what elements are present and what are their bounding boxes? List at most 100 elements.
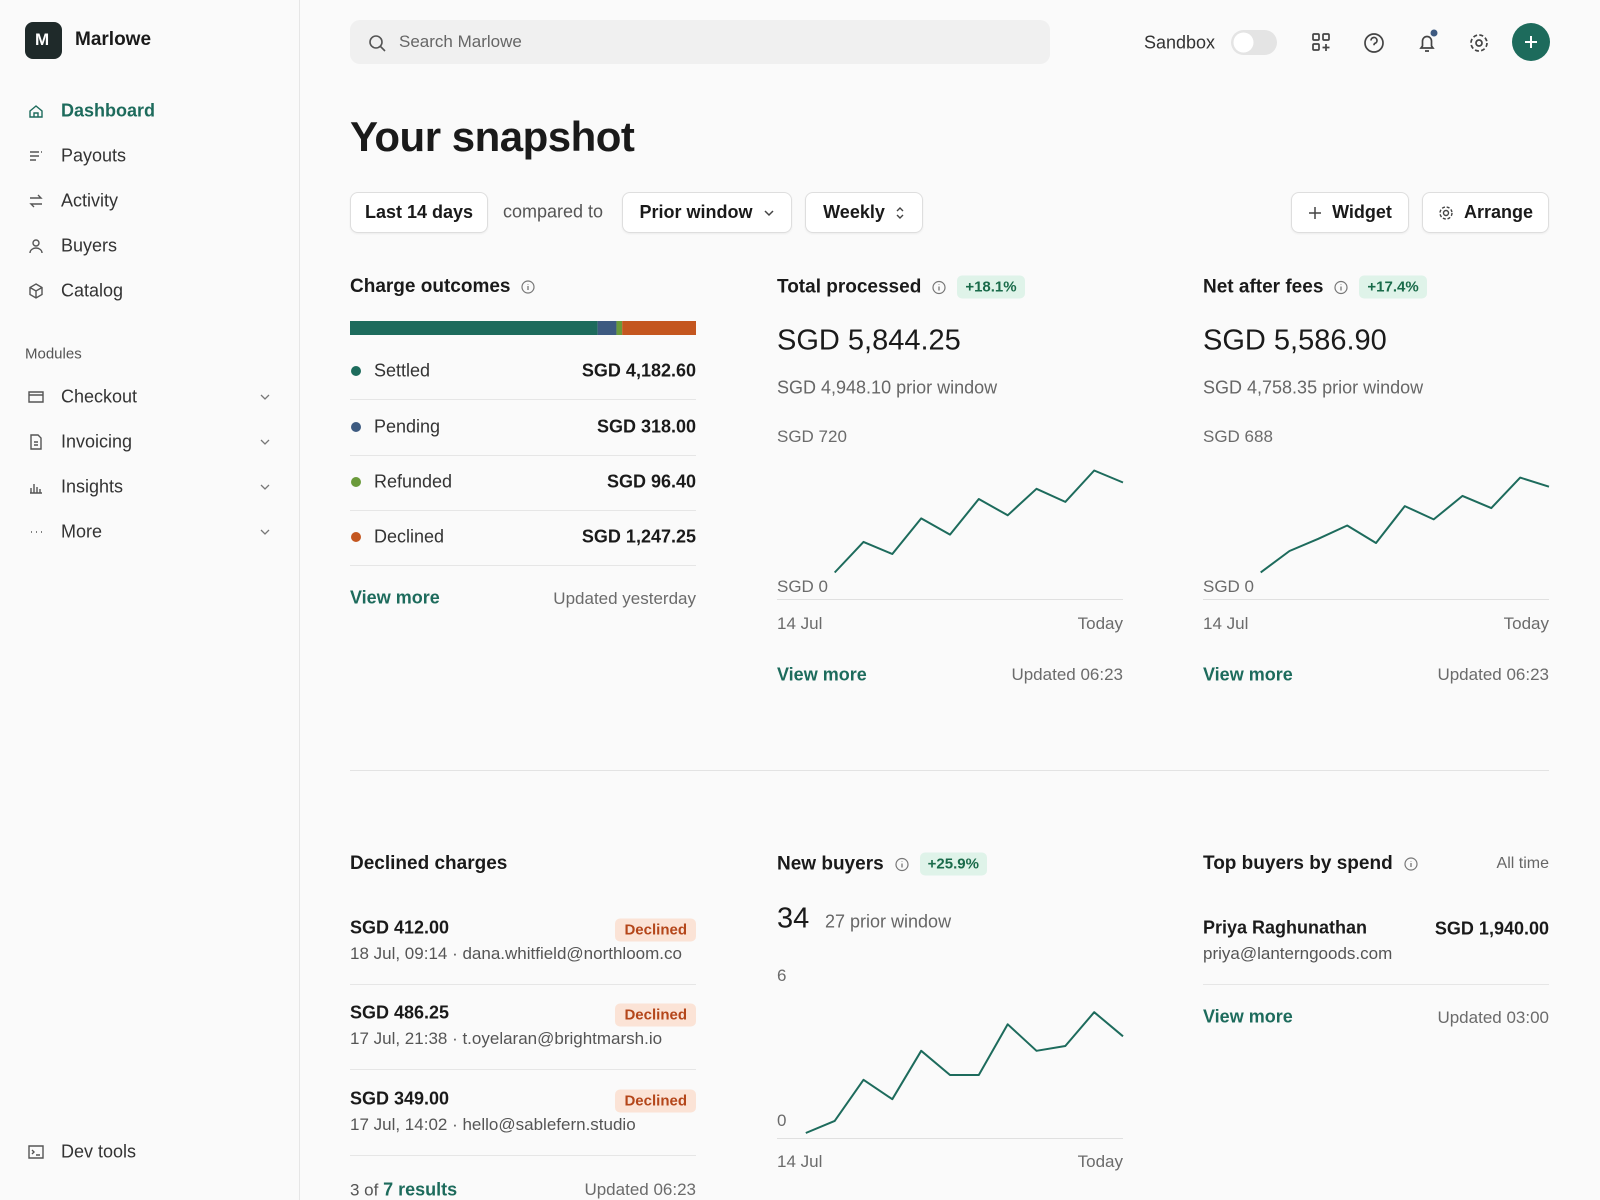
charge-amount[interactable]: SGD 412.00 — [350, 917, 450, 938]
widget-title: Top buyers by spend — [1203, 853, 1393, 874]
y-tick-label: SGD 0 — [777, 577, 829, 596]
outcome-segment — [622, 321, 696, 335]
widget-header: New buyers +25.9% — [777, 852, 987, 876]
change-badge: +17.4% — [1359, 275, 1427, 299]
x-axis-label: 14 Jul — [777, 1152, 823, 1171]
info-ring — [1404, 857, 1418, 871]
settings-icon[interactable] — [1475, 39, 1483, 47]
chevron — [260, 394, 270, 400]
search-icon — [369, 35, 383, 49]
metric-prior: SGD 4,758.35 prior window — [1203, 377, 1424, 398]
results-link[interactable]: 7 results — [383, 1179, 458, 1200]
legend-dot — [351, 532, 361, 542]
widget-title: New buyers — [777, 853, 884, 874]
sidebar-bg — [0, 0, 299, 1200]
nav-icon — [29, 194, 43, 208]
updated-label: Updated 03:00 — [1437, 1008, 1549, 1027]
widget-button[interactable]: Widget — [1291, 192, 1409, 233]
widget-header: Charge outcomes — [350, 276, 536, 298]
widget-title: Total processed — [777, 276, 922, 297]
chevron — [763, 209, 774, 216]
info-icon — [521, 280, 536, 294]
help-icon[interactable] — [1370, 36, 1378, 46]
arrange-button[interactable]: Arrange — [1422, 192, 1549, 233]
outcome-value: SGD 4,182.60 — [581, 360, 696, 381]
sparkline — [833, 469, 1124, 574]
devtools-item[interactable]: Dev tools — [61, 1141, 137, 1162]
metric-value: SGD 5,844.25 — [777, 324, 961, 357]
info-icon — [1404, 857, 1418, 871]
range-button[interactable]: Last 14 days — [350, 192, 488, 233]
y-tick-label: SGD 688 — [1203, 427, 1273, 446]
nav-icon — [29, 105, 43, 118]
module-item[interactable]: Insights — [61, 476, 124, 497]
charge-amount[interactable]: SGD 486.25 — [350, 1002, 450, 1023]
widget-label: Widget — [1332, 202, 1392, 222]
search-box[interactable] — [350, 20, 1050, 64]
x-axis-label: Today — [1077, 1152, 1123, 1171]
add-icon — [1525, 36, 1537, 48]
nav-item[interactable]: Buyers — [61, 235, 118, 256]
view-more-link[interactable]: View more — [350, 587, 440, 608]
outcome-name: Refunded — [374, 471, 453, 492]
y-tick-label: 0 — [777, 1111, 787, 1130]
nav-item[interactable]: Catalog — [61, 280, 124, 301]
outcome-segment — [616, 321, 623, 335]
charge-meta: 17 Jul, 14:02 · hello@sablefern.studio — [350, 1115, 636, 1134]
widget-header: Net after fees +17.4% — [1203, 275, 1427, 299]
charge-meta: 18 Jul, 09:14 · dana.whitfield@northloom… — [350, 944, 682, 963]
nav-icon — [29, 239, 43, 254]
info-icon — [1334, 280, 1348, 294]
comparison-button[interactable]: Prior window — [622, 192, 792, 233]
metric-prior: 27 prior window — [825, 911, 952, 932]
view-more-link[interactable]: View more — [1203, 1006, 1293, 1027]
help-icon[interactable] — [1364, 33, 1384, 53]
outcome-name: Settled — [374, 360, 431, 381]
metric-prior: SGD 4,948.10 prior window — [777, 377, 998, 398]
legend-dot — [351, 422, 361, 432]
module-icon — [30, 434, 42, 450]
nav-item[interactable]: Activity — [61, 190, 119, 211]
toolbar-icons — [1312, 33, 1488, 53]
nav-item[interactable]: Payouts — [61, 145, 127, 166]
view-more-link[interactable]: View more — [1203, 664, 1293, 685]
metric-value: SGD 5,586.90 — [1203, 324, 1387, 357]
results-footer: 3 of 7 results — [350, 1180, 457, 1200]
apps-icon[interactable] — [1322, 33, 1330, 41]
widget-title: Declined charges — [350, 853, 508, 874]
logo — [25, 22, 62, 59]
view-more-link[interactable]: View more — [777, 664, 867, 685]
x-axis-label: Today — [1503, 614, 1549, 633]
module-icon — [28, 391, 44, 403]
outcome-name: Declined — [374, 526, 445, 547]
bell-icon[interactable] — [1419, 35, 1435, 52]
interval-button[interactable]: Weekly — [805, 192, 923, 233]
search-placeholder[interactable]: Search Marlowe — [399, 32, 522, 51]
apps-icon[interactable] — [1312, 43, 1320, 51]
module-item[interactable]: Checkout — [61, 386, 138, 407]
module-item[interactable]: More — [61, 521, 103, 542]
page-title: Your snapshot — [350, 113, 635, 160]
module-item[interactable]: Invoicing — [61, 431, 133, 452]
settings-icon[interactable] — [1470, 34, 1488, 52]
charge-amount[interactable]: SGD 349.00 — [350, 1088, 450, 1109]
change-badge: +18.1% — [957, 275, 1025, 299]
x-axis-label: 14 Jul — [777, 614, 823, 633]
apps-icon[interactable] — [1322, 44, 1330, 51]
sandbox-label: Sandbox — [1144, 32, 1216, 53]
buyer-email: priya@lanterngoods.com — [1203, 944, 1393, 963]
outcome-segment — [350, 321, 598, 335]
logo-initial: M — [35, 30, 50, 49]
widget-header: Total processed +18.1% — [777, 275, 1025, 299]
apps-icon[interactable] — [1312, 33, 1320, 41]
info-icon — [895, 857, 909, 871]
interval-label: Weekly — [823, 202, 885, 222]
legend-dot — [351, 477, 361, 487]
change-badge: +25.9% — [919, 852, 987, 876]
charge-meta: 17 Jul, 21:38 · t.oyelaran@brightmarsh.i… — [350, 1029, 663, 1048]
nav-item[interactable]: Dashboard — [61, 100, 156, 121]
devtools-icon — [28, 1145, 44, 1159]
status-badge: Declined — [615, 1003, 696, 1027]
sparkline — [805, 1011, 1124, 1134]
